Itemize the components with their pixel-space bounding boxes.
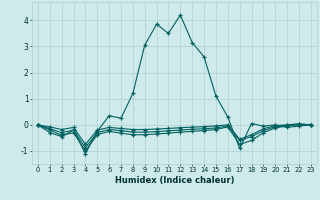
X-axis label: Humidex (Indice chaleur): Humidex (Indice chaleur)	[115, 176, 234, 185]
